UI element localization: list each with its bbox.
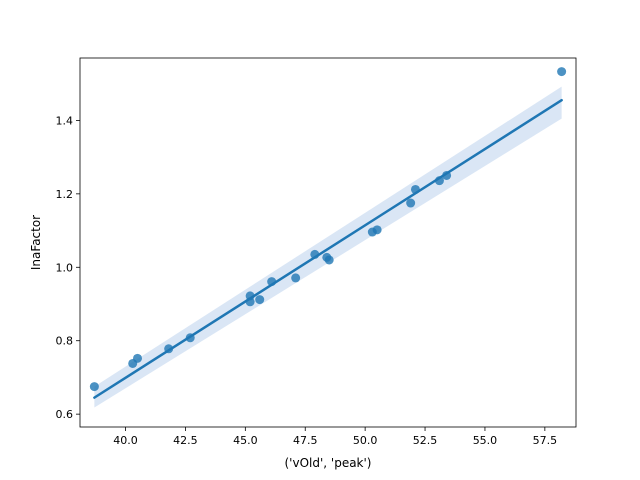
data-point [310,249,320,259]
x-tick-label: 50.0 [353,434,378,447]
x-axis-label: ('vOld', 'peak') [285,456,372,470]
x-tick-label: 55.0 [473,434,498,447]
y-axis-label: InaFactor [29,215,43,270]
data-point [164,344,174,354]
y-tick-label: 0.6 [56,408,74,421]
data-point [291,273,301,283]
data-point [557,67,567,77]
data-point [133,353,143,363]
data-points-layer [89,67,567,392]
y-tick-label: 1.2 [56,188,74,201]
data-point [442,170,452,180]
x-tick-label: 45.0 [233,434,258,447]
x-tick-label: 52.5 [413,434,438,447]
data-point [406,198,416,208]
data-point [89,382,99,392]
data-point [255,295,265,305]
data-point [185,333,195,343]
x-tick-label: 47.5 [293,434,318,447]
data-point [434,176,444,186]
y-tick-label: 1.0 [56,261,74,274]
x-axis-ticks: 40.0 42.5 45.0 47.5 50.0 52.5 55.0 57.5 [113,427,557,447]
data-point [324,255,334,265]
data-point [245,291,255,301]
confidence-band [94,86,562,408]
data-point [267,277,277,287]
y-axis-ticks: 0.6 0.8 1.0 1.2 1.4 [56,114,80,421]
x-tick-label: 40.0 [113,434,138,447]
x-tick-label: 57.5 [533,434,558,447]
y-tick-label: 1.4 [56,114,74,127]
data-point [372,225,382,235]
plot-area-frame [79,57,577,428]
y-tick-label: 0.8 [56,335,74,348]
confidence-band-layer [94,86,562,408]
x-tick-label: 42.5 [173,434,198,447]
data-point [410,184,420,194]
